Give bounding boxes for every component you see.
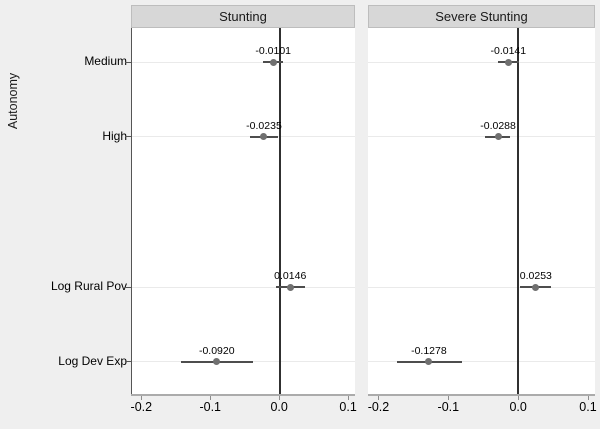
x-tick-label: -0.2 [130,400,153,414]
row-gridline [368,61,595,63]
y-category-label: Medium [84,54,127,69]
x-tick-label: 0.1 [339,400,357,414]
y-category-label: High [102,128,127,143]
x-tick-label: 0.0 [509,400,527,414]
panel-plot-area: -0.0141 -0.0288 0.0253 -0.1278 [368,28,595,395]
estimate-marker [504,58,512,66]
row-gridline [368,361,595,363]
y-axis-tick [125,136,131,138]
x-axis-tick [210,396,212,400]
x-axis-tick [348,396,350,400]
estimate-marker [213,358,221,366]
estimate-value-label: -0.0141 [490,45,527,58]
x-tick-label: -0.1 [199,400,222,414]
y-axis-tick [125,61,131,63]
estimate-marker [425,358,433,366]
estimate-value-label: -0.0101 [255,45,292,58]
x-axis-tick [378,396,380,400]
panel-header: Severe Stunting [368,5,595,28]
row-gridline [368,286,595,288]
row-gridline [132,61,355,63]
x-axis-line [131,394,355,396]
panel-header: Stunting [131,5,355,28]
estimate-marker [286,283,294,291]
estimate-value-label: 0.0146 [274,270,307,283]
x-axis-tick [448,396,450,400]
y-axis-tick [125,286,131,288]
x-tick-label: 0.0 [270,400,288,414]
x-axis-tick [518,396,520,400]
zero-reference-line [279,28,282,395]
y-category-label: Log Rural Pov [50,279,127,294]
panel-plot-area: -0.0101 -0.0235 0.0146 -0.0920 [131,28,355,395]
x-tick-label: -0.2 [367,400,390,414]
x-axis-tick [279,396,281,400]
estimate-marker [494,133,502,141]
estimate-value-label: -0.1278 [411,344,447,357]
x-axis-line [368,394,595,396]
row-gridline [368,136,595,138]
zero-reference-line [517,28,520,395]
estimate-value-label: 0.0253 [519,270,552,283]
y-category-label: Log Dev Exp [58,353,127,368]
x-tick-label: -0.1 [437,400,460,414]
x-axis-tick [141,396,143,400]
y-axis-tick [125,361,131,363]
estimate-value-label: -0.0920 [198,344,235,357]
estimate-value-label: -0.0288 [480,119,516,132]
estimate-marker [532,283,540,291]
x-tick-label: 0.1 [579,400,597,414]
estimate-marker [260,133,268,141]
row-gridline [132,136,355,138]
estimate-value-label: -0.0235 [246,119,282,132]
estimate-marker [269,58,277,66]
x-axis-tick [588,396,589,400]
row-gridline [132,286,355,288]
